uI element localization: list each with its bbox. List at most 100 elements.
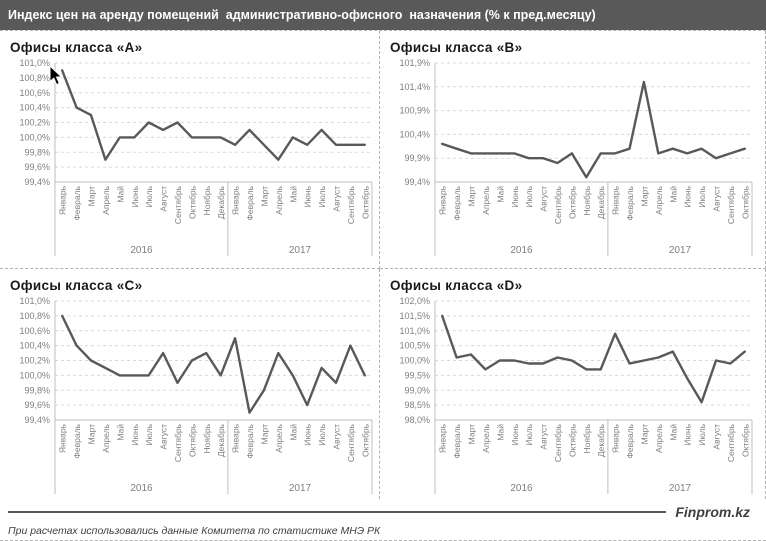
- svg-text:101,0%: 101,0%: [19, 58, 50, 68]
- svg-text:2017: 2017: [669, 483, 692, 494]
- svg-text:Октябрь: Октябрь: [740, 423, 750, 457]
- svg-text:Июнь: Июнь: [130, 423, 140, 445]
- svg-text:Сентябрь: Сентябрь: [726, 423, 736, 462]
- svg-text:Апрель: Апрель: [481, 185, 491, 214]
- chart-title-class-d: Офисы класса «D»: [390, 278, 523, 293]
- svg-text:Октябрь: Октябрь: [740, 185, 750, 219]
- svg-text:2016: 2016: [510, 483, 533, 494]
- svg-text:99,4%: 99,4%: [24, 177, 50, 187]
- chart-panel-class-d: Офисы класса «D» 102,0% 101,5% 101,0% 100,5…: [380, 269, 766, 499]
- svg-text:Декабрь: Декабрь: [216, 185, 226, 219]
- line-chart-class-d: 102,0% 101,5% 101,0% 100,5% 100,0% 99,5% 99,0%…: [399, 296, 753, 494]
- svg-text:Январь: Январь: [231, 423, 241, 453]
- svg-text:Март: Март: [87, 186, 97, 206]
- svg-text:Сентябрь: Сентябрь: [346, 423, 356, 462]
- svg-text:101,9%: 101,9%: [399, 58, 430, 68]
- svg-text:Август: Август: [712, 186, 722, 212]
- svg-text:Октябрь: Октябрь: [567, 185, 577, 219]
- svg-text:99,4%: 99,4%: [404, 177, 430, 187]
- line-chart-class-a: 101,0% 100,8% 100,6% 100,4% 100,2% 100,0% 99,8…: [19, 58, 373, 256]
- svg-text:Апрель: Апрель: [101, 185, 111, 214]
- svg-text:100,8%: 100,8%: [19, 311, 50, 321]
- svg-text:Сентябрь: Сентябрь: [553, 423, 563, 462]
- svg-text:Январь: Январь: [611, 423, 621, 453]
- svg-text:Июль: Июль: [697, 423, 707, 445]
- svg-text:100,9%: 100,9%: [399, 106, 430, 116]
- svg-text:Декабрь: Декабрь: [216, 423, 226, 457]
- svg-text:Январь: Январь: [438, 423, 448, 453]
- svg-text:Июнь: Июнь: [130, 185, 140, 207]
- svg-text:2016: 2016: [130, 245, 153, 256]
- report-title-bar: Индекс цен на аренду помещений администр…: [0, 0, 766, 30]
- svg-text:100,2%: 100,2%: [19, 356, 50, 366]
- svg-text:Май: Май: [288, 186, 298, 203]
- svg-text:100,5%: 100,5%: [399, 341, 430, 351]
- svg-text:100,2%: 100,2%: [19, 118, 50, 128]
- svg-text:Август: Август: [539, 186, 549, 212]
- svg-text:Октябрь: Октябрь: [567, 423, 577, 457]
- svg-text:Апрель: Апрель: [481, 423, 491, 452]
- svg-text:Январь: Январь: [611, 185, 621, 215]
- svg-text:2016: 2016: [510, 245, 533, 256]
- footer: Finprom.kz При расчетах использовались д…: [0, 504, 766, 537]
- svg-text:Март: Март: [87, 424, 97, 444]
- svg-text:Февраль: Февраль: [245, 185, 255, 220]
- svg-text:Март: Март: [639, 424, 649, 444]
- svg-text:Октябрь: Октябрь: [360, 423, 370, 457]
- svg-text:Июль: Июль: [524, 423, 534, 445]
- svg-text:Июль: Июль: [144, 185, 154, 207]
- svg-text:Июнь: Июнь: [683, 185, 693, 207]
- svg-text:Декабрь: Декабрь: [596, 423, 606, 457]
- svg-text:98,5%: 98,5%: [404, 400, 430, 410]
- svg-text:Июль: Июль: [524, 185, 534, 207]
- svg-text:101,0%: 101,0%: [19, 296, 50, 306]
- svg-text:Март: Март: [467, 424, 477, 444]
- svg-text:Май: Май: [288, 424, 298, 441]
- svg-text:Март: Март: [259, 186, 269, 206]
- chart-title-class-c: Офисы класса «С»: [10, 278, 143, 293]
- footer-brand-line: Finprom.kz: [6, 504, 760, 520]
- svg-text:99,6%: 99,6%: [24, 162, 50, 172]
- svg-text:100,8%: 100,8%: [19, 73, 50, 83]
- svg-text:Февраль: Февраль: [72, 185, 82, 220]
- brand-logo-text: Finprom.kz: [675, 504, 750, 520]
- svg-text:Декабрь: Декабрь: [596, 185, 606, 219]
- svg-text:Май: Май: [495, 186, 505, 203]
- svg-text:Август: Август: [332, 424, 342, 450]
- source-note: При расчетах использовались данные Комит…: [8, 525, 381, 537]
- svg-text:100,6%: 100,6%: [19, 326, 50, 336]
- svg-text:Январь: Январь: [58, 185, 68, 215]
- svg-text:Июнь: Июнь: [683, 423, 693, 445]
- svg-text:2017: 2017: [289, 483, 312, 494]
- svg-text:Август: Август: [159, 186, 169, 212]
- svg-text:Февраль: Февраль: [625, 423, 635, 458]
- svg-text:Июнь: Июнь: [303, 185, 313, 207]
- svg-text:Ноябрь: Ноябрь: [582, 423, 592, 453]
- svg-text:Ноябрь: Ноябрь: [202, 423, 212, 453]
- svg-text:Июль: Июль: [317, 185, 327, 207]
- svg-text:101,4%: 101,4%: [399, 82, 430, 92]
- svg-text:100,0%: 100,0%: [399, 356, 430, 366]
- svg-text:Апрель: Апрель: [274, 185, 284, 214]
- svg-text:100,4%: 100,4%: [19, 341, 50, 351]
- svg-text:Июнь: Июнь: [510, 185, 520, 207]
- svg-text:Ноябрь: Ноябрь: [582, 185, 592, 215]
- svg-text:Май: Май: [668, 186, 678, 203]
- svg-text:100,0%: 100,0%: [19, 370, 50, 380]
- svg-text:Июнь: Июнь: [510, 423, 520, 445]
- chart-title-class-b: Офисы класса «В»: [390, 40, 523, 55]
- svg-text:99,8%: 99,8%: [24, 147, 50, 157]
- chart-panel-class-b: Офисы класса «В» 101,9% 101,4% 100,9% 100,4…: [380, 31, 766, 269]
- svg-text:Ноябрь: Ноябрь: [202, 185, 212, 215]
- svg-text:Апрель: Апрель: [654, 423, 664, 452]
- chart-panel-class-c: Офисы класса «С» 101,0% 100,8% 100,6% 100,4…: [0, 269, 380, 499]
- svg-text:Август: Август: [539, 424, 549, 450]
- svg-text:Февраль: Февраль: [452, 185, 462, 220]
- svg-text:Март: Март: [467, 186, 477, 206]
- svg-text:Сентябрь: Сентябрь: [346, 185, 356, 224]
- svg-text:Сентябрь: Сентябрь: [726, 185, 736, 224]
- svg-text:100,4%: 100,4%: [399, 129, 430, 139]
- svg-text:Август: Август: [712, 424, 722, 450]
- svg-text:Май: Май: [115, 424, 125, 441]
- svg-text:Июнь: Июнь: [303, 423, 313, 445]
